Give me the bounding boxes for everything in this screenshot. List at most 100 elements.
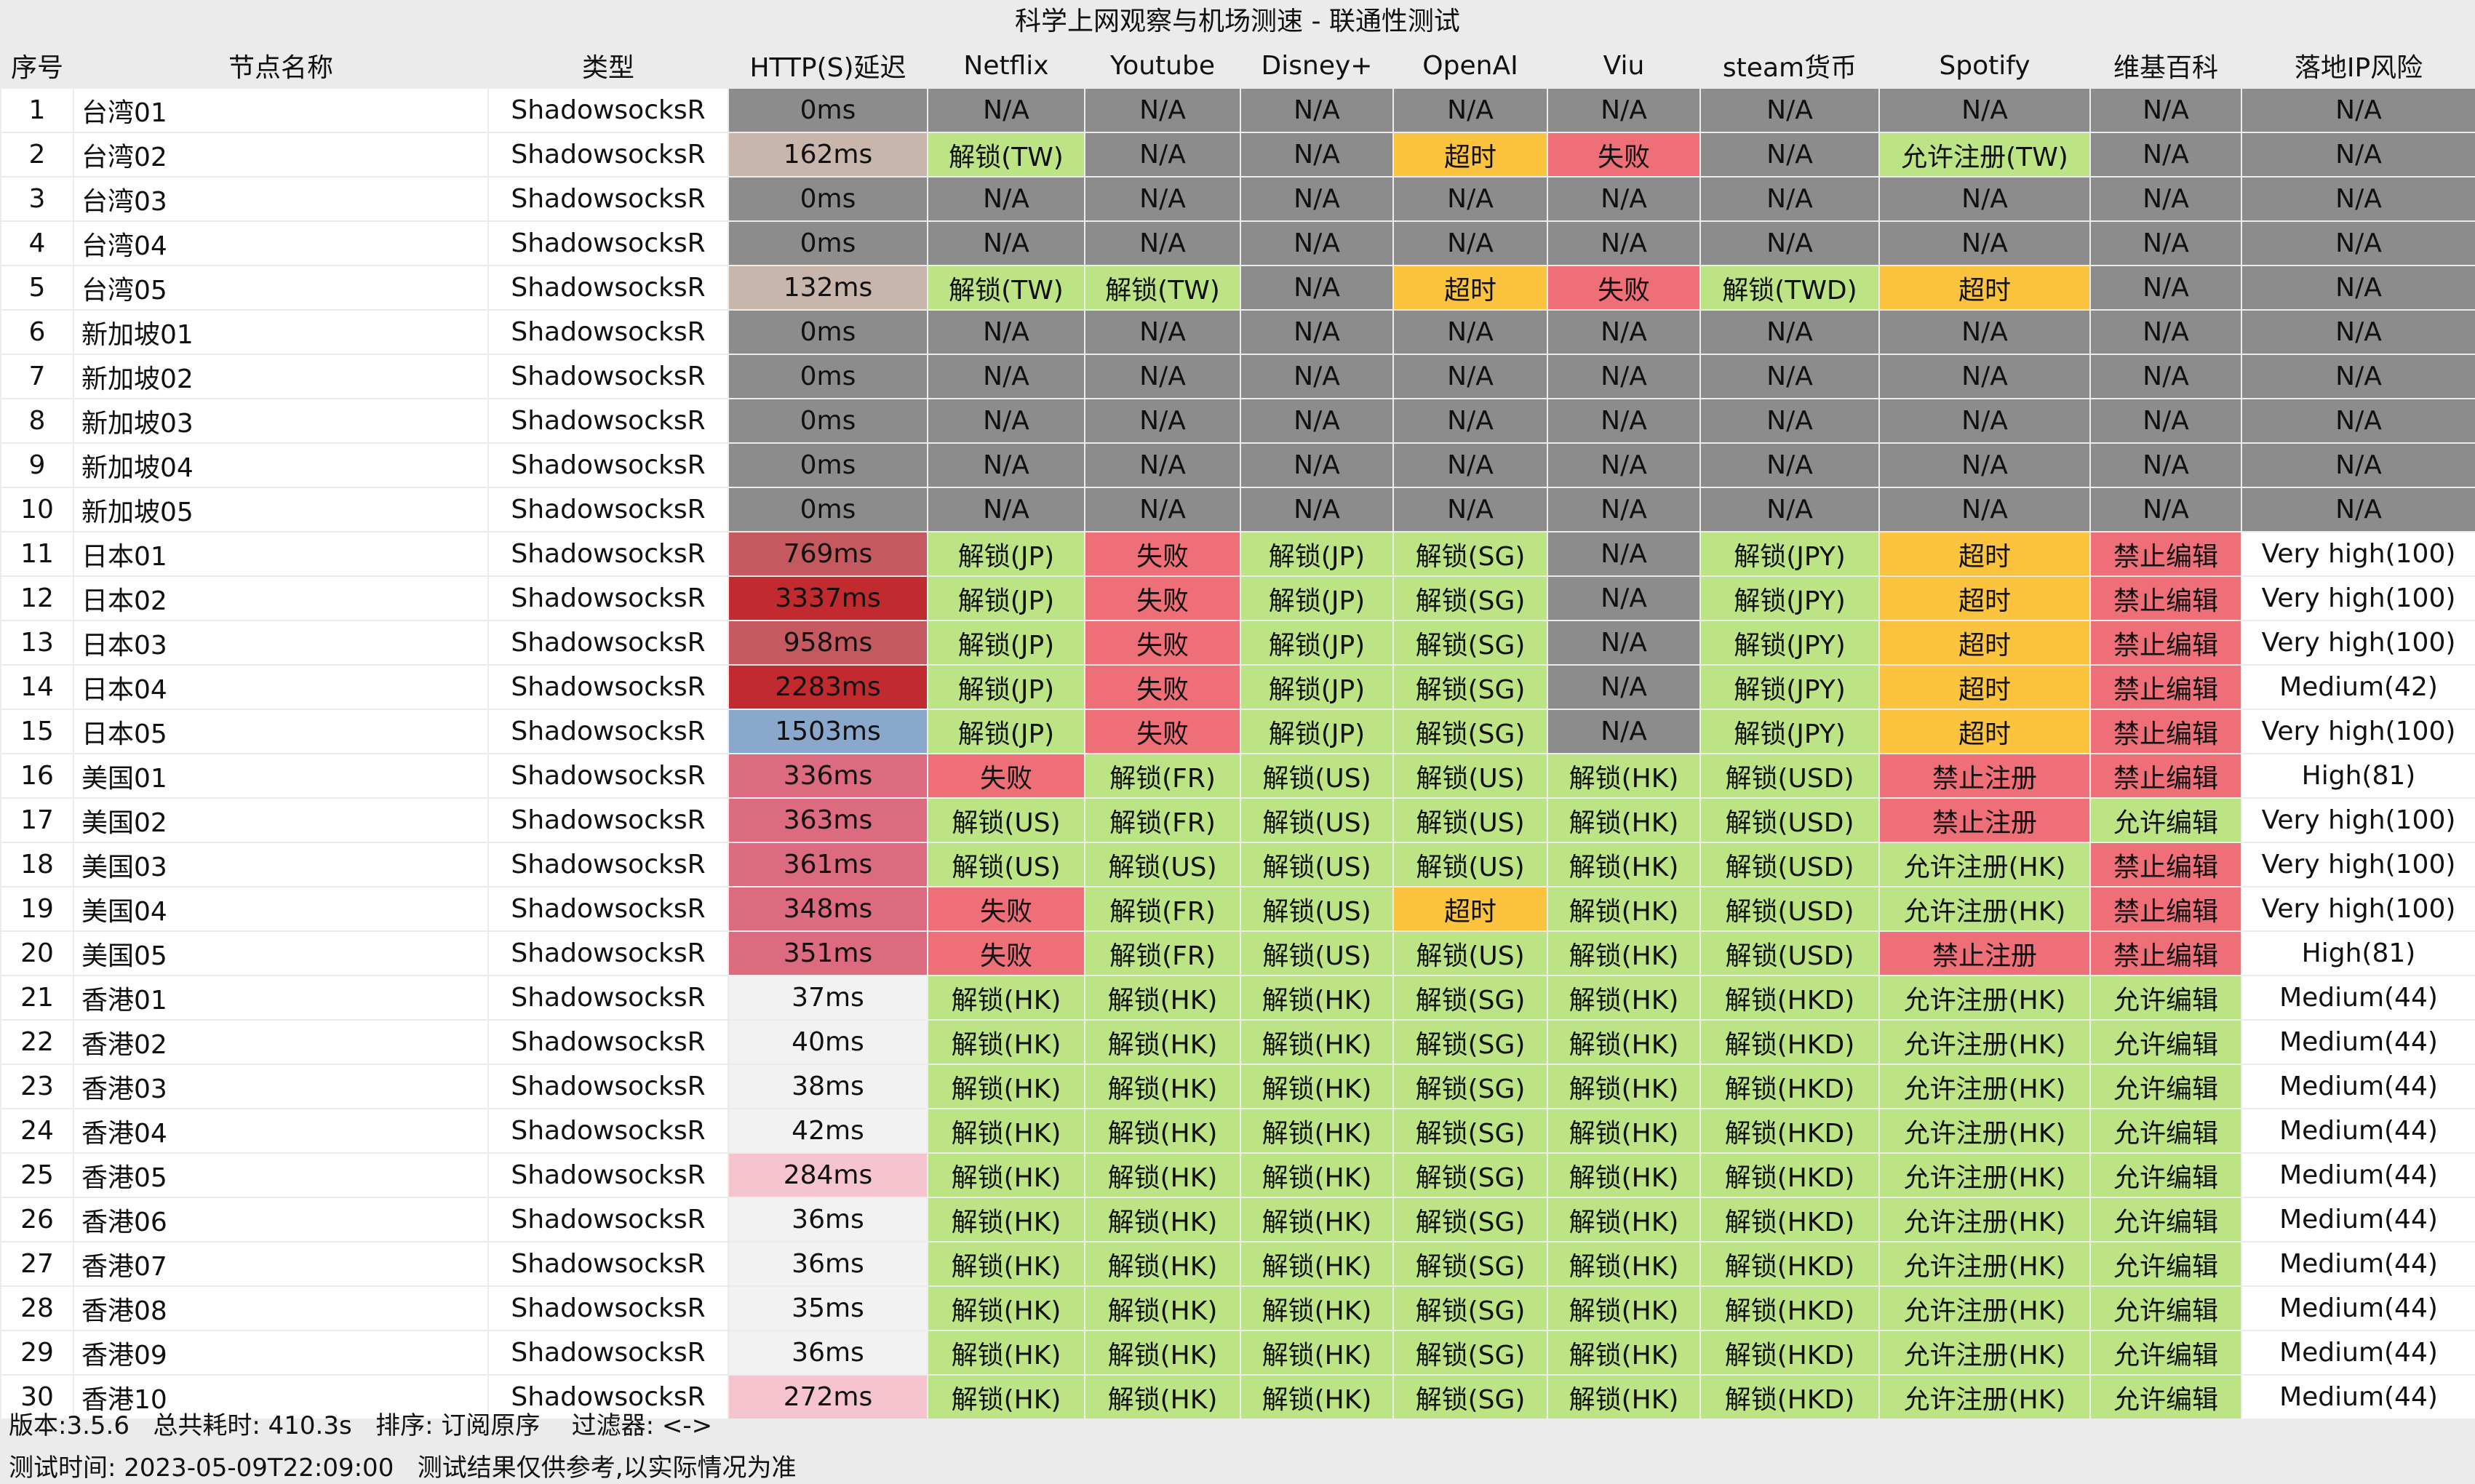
disney-cell: 解锁(HK) (1240, 1064, 1394, 1109)
node-type-cell: ShadowsocksR (487, 531, 729, 577)
steam-currency-cell: 解锁(USD) (1699, 797, 1880, 843)
spotify-cell: 超时 (1878, 664, 2091, 710)
steam-currency-cell: 解锁(HKD) (1699, 1152, 1880, 1198)
latency-cell: 769ms (728, 531, 928, 577)
openai-cell: 解锁(SG) (1392, 975, 1548, 1021)
node-type-cell: ShadowsocksR (487, 709, 729, 754)
youtube-cell: 解锁(HK) (1084, 1064, 1241, 1109)
node-name-cell: 香港01 (73, 975, 489, 1021)
openai-cell: 解锁(SG) (1392, 1241, 1548, 1287)
viu-cell: N/A (1547, 176, 1701, 222)
node-type-cell: ShadowsocksR (487, 442, 729, 488)
table-row: 11 日本01 ShadowsocksR 769ms 解锁(JP) 失败 解锁(JP) 解锁(… (0, 531, 2475, 577)
netflix-cell: 解锁(US) (927, 797, 1085, 843)
node-type-cell: ShadowsocksR (487, 1241, 729, 1287)
youtube-cell: N/A (1084, 176, 1241, 222)
node-name-cell: 新加坡02 (73, 354, 489, 399)
viu-cell: 解锁(HK) (1547, 1152, 1701, 1198)
node-name-cell: 日本05 (73, 709, 489, 754)
steam-currency-cell: 解锁(JPY) (1699, 664, 1880, 710)
header-spotify: Spotify (1879, 44, 2090, 88)
spotify-cell: N/A (1878, 176, 2091, 222)
node-name-cell: 美国04 (73, 886, 489, 932)
openai-cell: 解锁(SG) (1392, 1330, 1548, 1376)
table-row: 13 日本03 ShadowsocksR 958ms 解锁(JP) 失败 解锁(JP) 解锁(… (0, 620, 2475, 666)
row-index-cell: 14 (0, 664, 74, 710)
header-openai: OpenAI (1393, 44, 1547, 88)
wikipedia-cell: 允许编辑 (2089, 797, 2242, 843)
netflix-cell: 失败 (927, 886, 1085, 932)
spotify-cell: 允许注册(HK) (1878, 1330, 2091, 1376)
node-type-cell: ShadowsocksR (487, 575, 729, 621)
ip-risk-cell: N/A (2241, 398, 2475, 444)
row-index-cell: 2 (0, 132, 74, 177)
latency-cell: 0ms (728, 487, 928, 532)
disney-cell: N/A (1240, 309, 1394, 355)
viu-cell: 失败 (1547, 132, 1701, 177)
spotify-cell: N/A (1878, 398, 2091, 444)
netflix-cell: N/A (927, 354, 1085, 399)
ip-risk-cell: Medium(44) (2241, 1241, 2475, 1287)
node-name-cell: 美国02 (73, 797, 489, 843)
disney-cell: 解锁(HK) (1240, 1108, 1394, 1154)
disney-cell: 解锁(HK) (1240, 1019, 1394, 1065)
latency-cell: 42ms (728, 1108, 928, 1154)
header-steam-currency: steam货币 (1700, 44, 1879, 88)
viu-cell: 解锁(HK) (1547, 1330, 1701, 1376)
latency-cell: 36ms (728, 1241, 928, 1287)
row-index-cell: 16 (0, 753, 74, 799)
ip-risk-cell: Medium(44) (2241, 1152, 2475, 1198)
ip-risk-cell: Very high(100) (2241, 620, 2475, 666)
disney-cell: 解锁(US) (1240, 842, 1394, 887)
node-name-cell: 台湾03 (73, 176, 489, 222)
youtube-cell: N/A (1084, 487, 1241, 532)
latency-cell: 3337ms (728, 575, 928, 621)
viu-cell: N/A (1547, 709, 1701, 754)
row-index-cell: 18 (0, 842, 74, 887)
netflix-cell: 解锁(HK) (927, 975, 1085, 1021)
openai-cell: 超时 (1392, 886, 1548, 932)
wikipedia-cell: 允许编辑 (2089, 1152, 2242, 1198)
ip-risk-cell: High(81) (2241, 930, 2475, 976)
table-row: 18 美国03 ShadowsocksR 361ms 解锁(US) 解锁(US) 解锁(US… (0, 842, 2475, 887)
netflix-cell: N/A (927, 87, 1085, 133)
node-name-cell: 美国05 (73, 930, 489, 976)
disney-cell: 解锁(HK) (1240, 975, 1394, 1021)
wikipedia-cell: 禁止编辑 (2089, 930, 2242, 976)
viu-cell: 解锁(HK) (1547, 886, 1701, 932)
node-name-cell: 日本02 (73, 575, 489, 621)
latency-cell: 0ms (728, 398, 928, 444)
wikipedia-cell: 允许编辑 (2089, 1285, 2242, 1331)
viu-cell: N/A (1547, 442, 1701, 488)
ip-risk-cell: Very high(100) (2241, 709, 2475, 754)
openai-cell: 解锁(US) (1392, 753, 1548, 799)
row-index-cell: 12 (0, 575, 74, 621)
disney-cell: 解锁(HK) (1240, 1374, 1394, 1420)
openai-cell: 超时 (1392, 132, 1548, 177)
disney-cell: N/A (1240, 398, 1394, 444)
wikipedia-cell: 允许编辑 (2089, 1330, 2242, 1376)
disney-cell: 解锁(JP) (1240, 709, 1394, 754)
header-wikipedia: 维基百科 (2090, 44, 2241, 88)
netflix-cell: 解锁(JP) (927, 620, 1085, 666)
disney-cell: N/A (1240, 487, 1394, 532)
youtube-cell: 失败 (1084, 620, 1241, 666)
disney-cell: N/A (1240, 176, 1394, 222)
disney-cell: 解锁(HK) (1240, 1241, 1394, 1287)
netflix-cell: 解锁(HK) (927, 1197, 1085, 1242)
header-ip-risk: 落地IP风险 (2241, 44, 2475, 88)
header-youtube: Youtube (1085, 44, 1240, 88)
table-row: 10 新加坡05 ShadowsocksR 0ms N/A N/A N/A N/A N/A N/A… (0, 487, 2475, 532)
wikipedia-cell: N/A (2089, 354, 2242, 399)
wikipedia-cell: 禁止编辑 (2089, 753, 2242, 799)
viu-cell: N/A (1547, 309, 1701, 355)
netflix-cell: 解锁(JP) (927, 575, 1085, 621)
report-title: 科学上网观察与机场测速 - 联通性测试 (0, 0, 2475, 44)
steam-currency-cell: 解锁(HKD) (1699, 1241, 1880, 1287)
wikipedia-cell: 禁止编辑 (2089, 709, 2242, 754)
steam-currency-cell: 解锁(HKD) (1699, 1285, 1880, 1331)
node-name-cell: 香港07 (73, 1241, 489, 1287)
youtube-cell: 解锁(HK) (1084, 1197, 1241, 1242)
openai-cell: 解锁(US) (1392, 930, 1548, 976)
disney-cell: 解锁(JP) (1240, 575, 1394, 621)
